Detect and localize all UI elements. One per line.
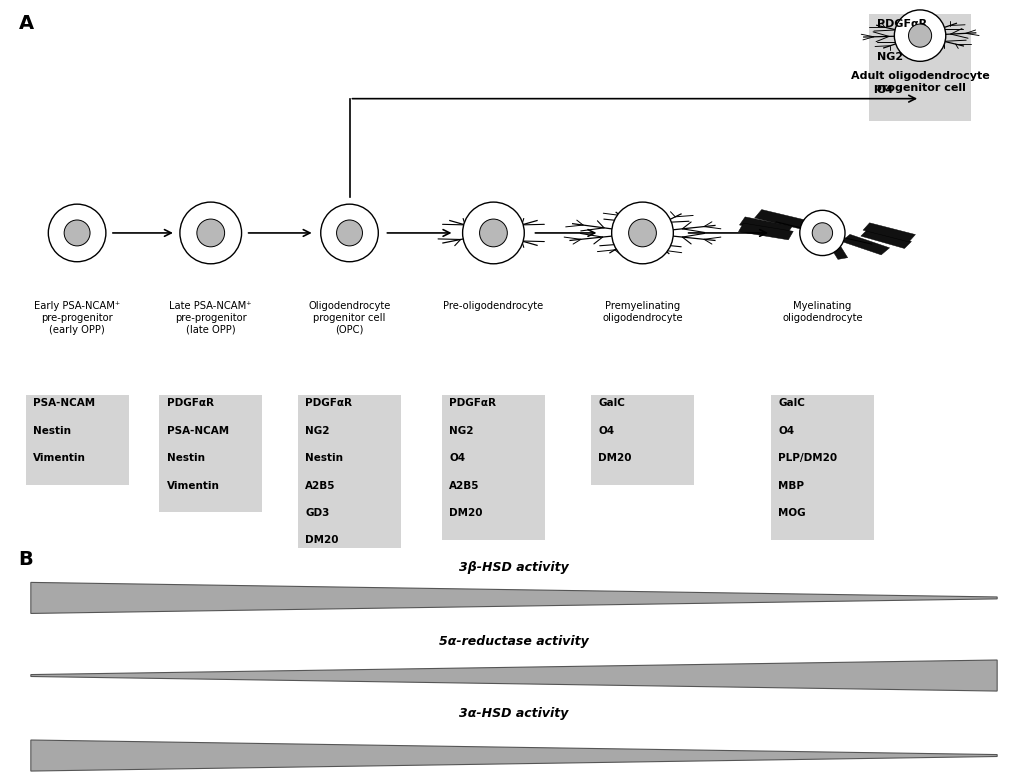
Text: 5α-reductase activity: 5α-reductase activity — [439, 635, 589, 648]
Text: O4: O4 — [778, 426, 795, 436]
Text: PDGFαR: PDGFαR — [449, 399, 497, 409]
Text: MBP: MBP — [778, 481, 804, 491]
Ellipse shape — [628, 219, 657, 247]
Text: Early PSA-NCAM⁺
pre-progenitor
(early OPP): Early PSA-NCAM⁺ pre-progenitor (early OP… — [34, 301, 120, 334]
Text: PSA-NCAM: PSA-NCAM — [33, 399, 95, 409]
Text: PDGFαR: PDGFαR — [305, 399, 353, 409]
Text: Premyelinating
oligodendrocyte: Premyelinating oligodendrocyte — [602, 301, 683, 323]
Text: GalC: GalC — [598, 399, 625, 409]
Text: GalC: GalC — [778, 399, 805, 409]
Text: DM20: DM20 — [305, 536, 339, 546]
Ellipse shape — [64, 220, 90, 246]
Polygon shape — [828, 242, 848, 259]
Ellipse shape — [336, 220, 363, 246]
Text: NG2: NG2 — [449, 426, 474, 436]
Text: O4: O4 — [598, 426, 615, 436]
Text: PDGFαR: PDGFαR — [877, 19, 927, 29]
FancyBboxPatch shape — [26, 395, 128, 485]
Ellipse shape — [812, 222, 833, 244]
FancyBboxPatch shape — [869, 13, 971, 121]
Text: MOG: MOG — [778, 508, 806, 518]
Ellipse shape — [800, 211, 845, 255]
Text: Vimentin: Vimentin — [33, 453, 85, 464]
FancyBboxPatch shape — [159, 395, 262, 512]
Ellipse shape — [909, 24, 931, 47]
Polygon shape — [31, 583, 997, 613]
Polygon shape — [739, 217, 793, 234]
Text: A2B5: A2B5 — [449, 481, 480, 491]
FancyBboxPatch shape — [591, 395, 694, 485]
Text: GD3: GD3 — [305, 508, 330, 518]
Ellipse shape — [463, 202, 524, 264]
Text: DM20: DM20 — [598, 453, 632, 464]
Polygon shape — [738, 223, 794, 240]
Text: Vimentin: Vimentin — [167, 481, 219, 491]
Ellipse shape — [48, 204, 106, 262]
Text: O4: O4 — [877, 85, 894, 95]
Polygon shape — [755, 210, 812, 230]
Text: Oligodendrocyte
progenitor cell
(OPC): Oligodendrocyte progenitor cell (OPC) — [308, 301, 391, 334]
Text: NG2: NG2 — [305, 426, 330, 436]
Text: PDGFαR: PDGFαR — [167, 399, 214, 409]
Polygon shape — [842, 234, 889, 255]
Text: 3β-HSD activity: 3β-HSD activity — [460, 561, 568, 574]
FancyBboxPatch shape — [442, 395, 545, 540]
Text: Late PSA-NCAM⁺
pre-progenitor
(late OPP): Late PSA-NCAM⁺ pre-progenitor (late OPP) — [170, 301, 252, 334]
Text: Adult oligodendrocyte
progenitor cell: Adult oligodendrocyte progenitor cell — [851, 71, 989, 93]
Text: O4: O4 — [449, 453, 466, 464]
Text: B: B — [19, 550, 33, 569]
Text: NG2: NG2 — [877, 52, 903, 62]
Ellipse shape — [479, 219, 508, 247]
Text: Myelinating
oligodendrocyte: Myelinating oligodendrocyte — [782, 301, 862, 323]
Text: Nestin: Nestin — [167, 453, 205, 464]
Ellipse shape — [612, 202, 673, 264]
Text: PLP/DM20: PLP/DM20 — [778, 453, 838, 464]
Ellipse shape — [894, 10, 946, 61]
Text: Pre-oligodendrocyte: Pre-oligodendrocyte — [443, 301, 544, 312]
Text: Nestin: Nestin — [33, 426, 71, 436]
Polygon shape — [860, 229, 912, 248]
Ellipse shape — [196, 219, 224, 247]
Text: A2B5: A2B5 — [305, 481, 336, 491]
FancyBboxPatch shape — [771, 395, 874, 540]
Polygon shape — [31, 660, 997, 691]
Text: Nestin: Nestin — [305, 453, 343, 464]
FancyBboxPatch shape — [298, 395, 401, 567]
Ellipse shape — [180, 202, 242, 264]
Text: DM20: DM20 — [449, 508, 483, 518]
Text: 3α-HSD activity: 3α-HSD activity — [460, 706, 568, 720]
Ellipse shape — [321, 204, 378, 262]
Polygon shape — [31, 740, 997, 771]
Text: PSA-NCAM: PSA-NCAM — [167, 426, 228, 436]
Polygon shape — [862, 223, 916, 242]
Text: A: A — [19, 13, 34, 33]
